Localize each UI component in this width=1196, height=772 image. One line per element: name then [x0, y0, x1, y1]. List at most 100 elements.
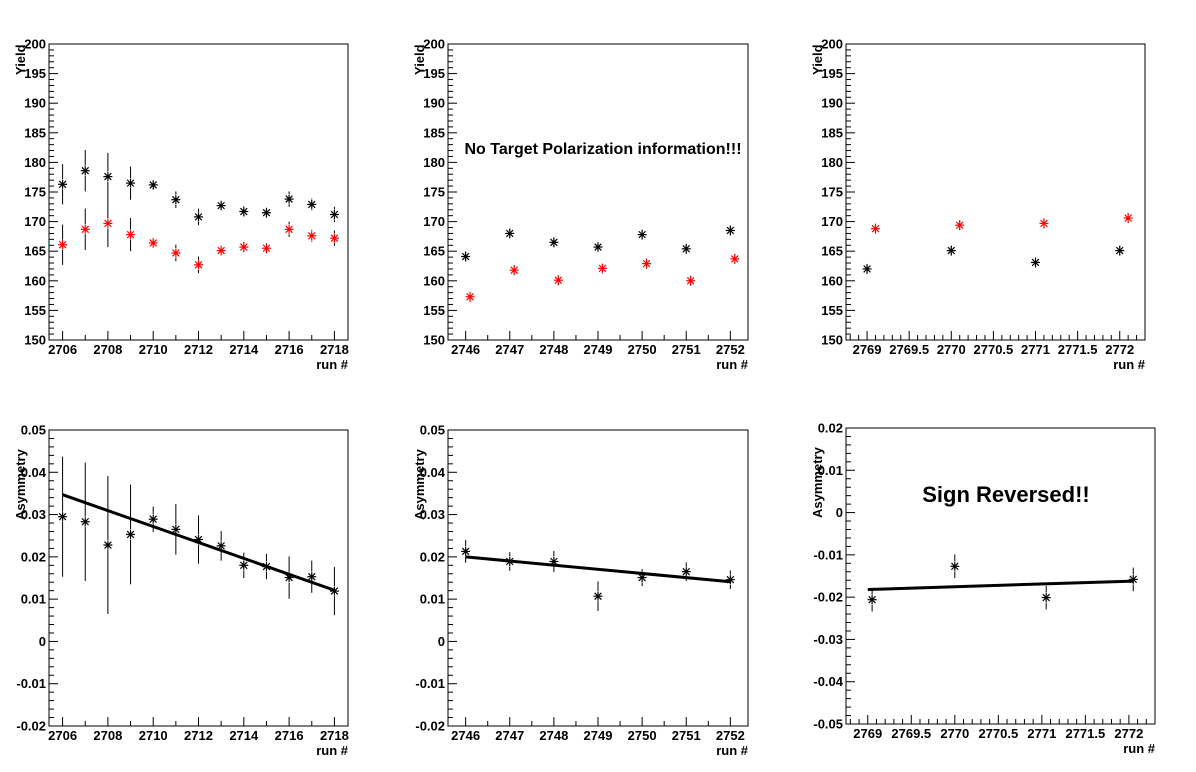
y-tick-label: 0.01: [420, 592, 445, 607]
plot-panel: 150 155 160 165 170 175 180 185 190 195 200 2706 270…: [13, 37, 349, 373]
marker-stroke: [172, 249, 180, 257]
marker-stroke: [466, 292, 474, 301]
data-point: [80, 462, 90, 581]
data-point: [637, 229, 647, 240]
x-tick-label: 2749: [584, 728, 613, 743]
data-point: [1031, 257, 1041, 268]
marker-stroke: [149, 181, 157, 189]
x-tick-label: 2747: [495, 342, 524, 357]
marker-stroke: [598, 264, 607, 273]
data-point: [58, 456, 68, 577]
data-point: [194, 208, 203, 226]
y-tick-label: 150: [24, 333, 46, 348]
plot-panel: -0.05 -0.04 -0.03 -0.02 -0.01 0 0.01 0.02 2769 27…: [810, 421, 1156, 757]
y-tick-label: 155: [24, 303, 46, 318]
x-tick-label: 2769.5: [889, 342, 929, 357]
data-point: [1115, 245, 1125, 256]
marker-stroke: [58, 512, 67, 521]
x-tick-label: 2749: [584, 342, 613, 357]
y-tick-label: 180: [821, 155, 843, 170]
marker-stroke: [510, 266, 518, 274]
x-axis-title: run #: [1113, 357, 1146, 372]
data-point: [194, 515, 203, 564]
x-tick-label: 2714: [229, 728, 259, 743]
data-point: [171, 244, 181, 262]
marker-stroke: [217, 246, 225, 255]
marker-stroke: [726, 226, 735, 235]
marker-stroke: [330, 587, 339, 595]
y-tick-label: 0.05: [21, 423, 46, 438]
data-point: [261, 243, 271, 254]
x-tick-label: 2718: [320, 728, 349, 743]
marker-stroke: [58, 240, 67, 249]
data-point: [549, 550, 559, 573]
marker-stroke: [730, 255, 739, 263]
data-point: [103, 199, 113, 248]
marker-stroke: [1042, 593, 1050, 602]
data-point: [867, 587, 877, 612]
plot-frame: [48, 43, 349, 341]
x-tick-label: 2771: [1021, 342, 1050, 357]
marker-stroke: [1031, 258, 1040, 267]
data-point: [593, 242, 603, 253]
marker-stroke: [104, 219, 112, 228]
marker-stroke: [863, 265, 871, 273]
plot-annotation: Sign Reversed!!: [922, 482, 1090, 507]
marker-stroke: [149, 239, 157, 247]
data-point: [1039, 218, 1049, 229]
marker-stroke: [550, 557, 558, 566]
x-tick-label: 2712: [184, 728, 213, 743]
y-tick-label: 0.02: [420, 549, 445, 564]
marker-stroke: [638, 230, 646, 239]
y-tick-label: 165: [423, 244, 445, 259]
marker-stroke: [947, 246, 956, 255]
y-tick-label: 170: [423, 214, 445, 229]
x-tick-label: 2708: [93, 728, 122, 743]
data-point: [465, 291, 475, 302]
y-tick-label: 160: [423, 273, 445, 288]
data-point: [194, 256, 203, 274]
marker-stroke: [217, 542, 225, 550]
y-tick-label: 170: [821, 214, 843, 229]
x-tick-label: 2751: [672, 342, 701, 357]
data-point: [1123, 213, 1133, 224]
data-point: [307, 560, 317, 593]
data-point: [103, 152, 113, 201]
x-tick-label: 2747: [495, 728, 524, 743]
marker-stroke: [217, 201, 225, 210]
data-point: [329, 567, 339, 616]
marker-stroke: [81, 517, 90, 526]
y-tick-label: 175: [24, 185, 46, 200]
y-tick-label: -0.01: [813, 547, 843, 562]
data-point: [284, 191, 294, 207]
y-tick-label: 0.05: [420, 423, 445, 438]
data-point: [870, 223, 880, 234]
data-point: [637, 569, 647, 587]
y-axis-title: Yield: [412, 44, 427, 75]
x-tick-label: 2714: [229, 342, 259, 357]
data-point: [505, 552, 515, 571]
y-tick-label: 155: [821, 303, 843, 318]
marker-stroke: [194, 535, 203, 544]
data-point: [126, 166, 136, 200]
data-point: [148, 237, 158, 248]
marker-stroke: [330, 210, 339, 219]
y-tick-label: 0.01: [21, 592, 46, 607]
marker-stroke: [262, 244, 271, 253]
x-tick-label: 2770: [937, 342, 966, 357]
x-axis-title: run #: [316, 743, 349, 758]
x-tick-label: 2746: [451, 728, 480, 743]
data-point: [261, 207, 271, 218]
y-tick-label: 195: [821, 66, 843, 81]
y-tick-label: 195: [24, 66, 46, 81]
y-tick-label: 190: [423, 96, 445, 111]
x-tick-label: 2750: [628, 728, 657, 743]
marker-stroke: [58, 180, 67, 189]
fit-line: [867, 579, 1134, 592]
marker-stroke: [81, 225, 90, 234]
x-tick-label: 2769: [853, 342, 882, 357]
marker-stroke: [955, 221, 964, 229]
marker-stroke: [550, 238, 558, 247]
y-axis-title: Asymmetry: [810, 446, 825, 518]
